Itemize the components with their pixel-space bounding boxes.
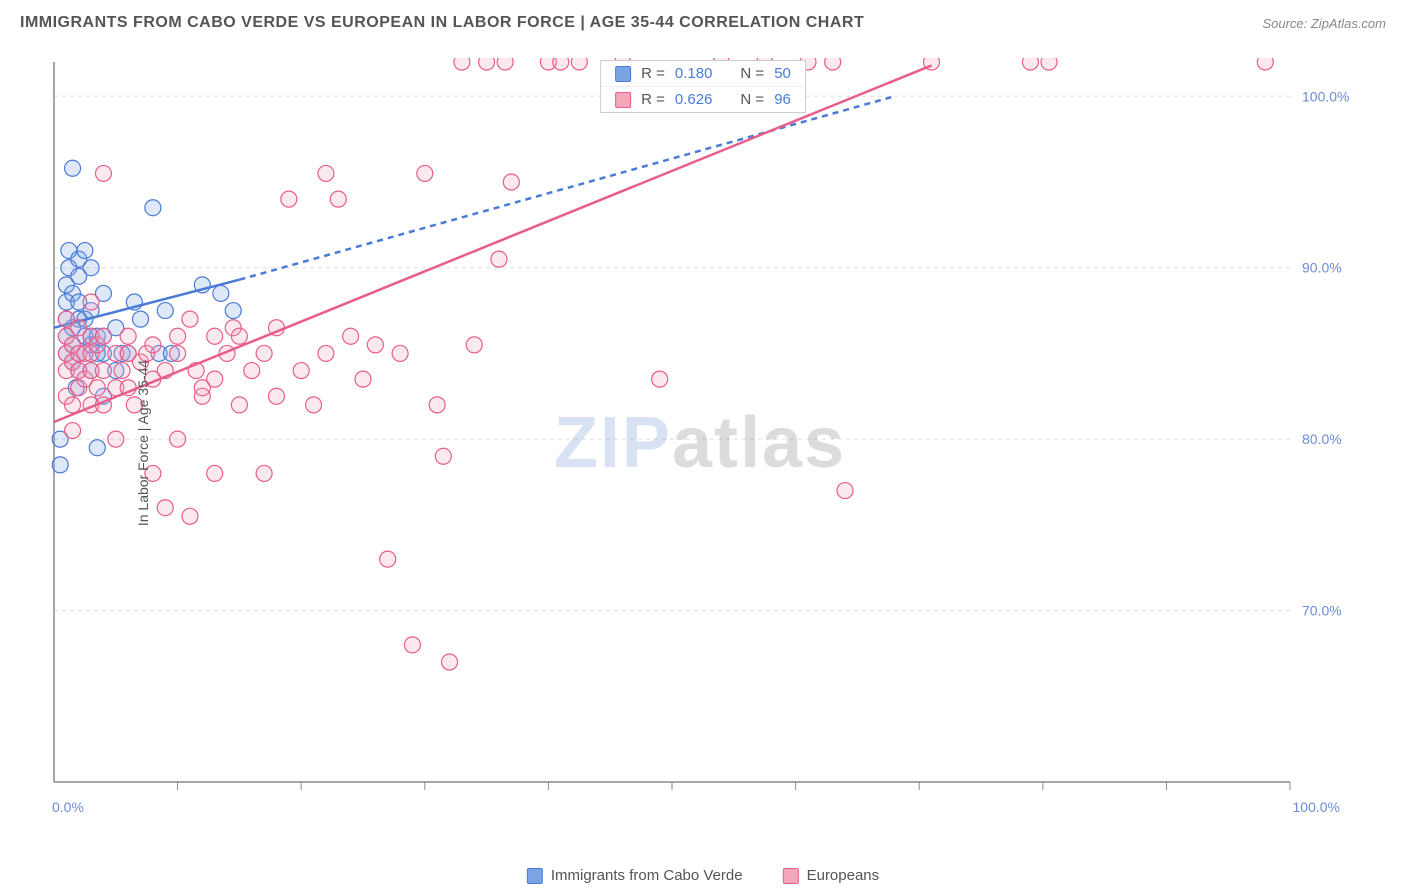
- series-legend: Immigrants from Cabo Verde Europeans: [527, 867, 879, 884]
- n-value-cabo-verde: 50: [774, 65, 791, 82]
- n-label: N =: [740, 65, 764, 82]
- legend-label-europeans: Europeans: [807, 867, 880, 884]
- swatch-europeans: [783, 868, 799, 884]
- stats-row-europeans: R = 0.626 N = 96: [601, 86, 805, 112]
- swatch-cabo-verde: [527, 868, 543, 884]
- svg-text:0.0%: 0.0%: [52, 799, 84, 815]
- legend-label-cabo-verde: Immigrants from Cabo Verde: [551, 867, 743, 884]
- r-label: R =: [641, 65, 665, 82]
- svg-text:80.0%: 80.0%: [1302, 431, 1342, 447]
- swatch-cabo-verde: [615, 66, 631, 82]
- y-axis-label: In Labor Force | Age 35-44: [135, 360, 151, 526]
- legend-item-cabo-verde: Immigrants from Cabo Verde: [527, 867, 743, 884]
- chart-title: IMMIGRANTS FROM CABO VERDE VS EUROPEAN I…: [20, 14, 864, 32]
- stats-legend: R = 0.180 N = 50 R = 0.626 N = 96: [600, 60, 806, 113]
- r-value-cabo-verde: 0.180: [675, 65, 713, 82]
- svg-text:70.0%: 70.0%: [1302, 603, 1342, 619]
- chart-svg: 70.0% 80.0% 90.0% 100.0% 0.0% 100.0%: [50, 58, 1350, 828]
- r-label: R =: [641, 91, 665, 108]
- stats-row-cabo-verde: R = 0.180 N = 50: [601, 61, 805, 86]
- source-label: Source:: [1262, 16, 1310, 31]
- legend-item-europeans: Europeans: [783, 867, 880, 884]
- svg-text:100.0%: 100.0%: [1293, 799, 1340, 815]
- n-label: N =: [740, 91, 764, 108]
- scatter-plot: In Labor Force | Age 35-44 70.0% 80.0% 90.…: [50, 58, 1350, 828]
- chart-header: IMMIGRANTS FROM CABO VERDE VS EUROPEAN I…: [0, 0, 1406, 46]
- source-value: ZipAtlas.com: [1311, 16, 1386, 31]
- n-value-europeans: 96: [774, 91, 791, 108]
- svg-text:100.0%: 100.0%: [1302, 88, 1349, 104]
- svg-text:90.0%: 90.0%: [1302, 260, 1342, 276]
- swatch-europeans: [615, 92, 631, 108]
- r-value-europeans: 0.626: [675, 91, 713, 108]
- source-citation: Source: ZipAtlas.com: [1262, 16, 1386, 31]
